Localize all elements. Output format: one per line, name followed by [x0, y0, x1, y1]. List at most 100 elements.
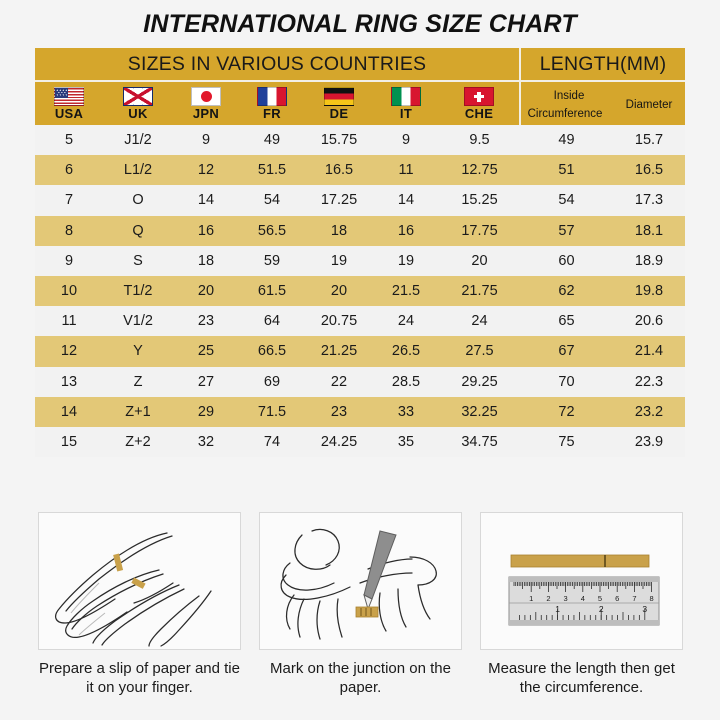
column-label-diameter: Diameter — [625, 98, 673, 111]
flag-usa-icon — [54, 87, 84, 106]
cell-diameter: 22.3 — [613, 366, 686, 397]
column-code-usa: USA — [54, 106, 84, 121]
cell-circumference: 70 — [520, 366, 613, 397]
step-1: Prepare a slip of paper and tie it on yo… — [38, 512, 241, 697]
cell-circumference: 65 — [520, 306, 613, 337]
ruler-cm-label: 4 — [581, 594, 585, 603]
cell-usa: 10 — [35, 275, 103, 307]
ruler-inch-label: 2 — [599, 604, 604, 614]
cell-che: 12.75 — [439, 155, 520, 186]
size-chart-table-container: SIZES IN VARIOUS COUNTRIES LENGTH(MM) US… — [35, 48, 686, 458]
cell-fr: 56.5 — [239, 215, 305, 246]
cell-it: 28.5 — [373, 366, 439, 397]
table-row: 10 T1/2 20 61.5 20 21.5 21.75 62 19.8 — [35, 275, 686, 307]
ruler-cm-label: 5 — [598, 594, 602, 603]
group-header-length: LENGTH(MM) — [518, 48, 686, 81]
ruler-cm-label: 2 — [546, 594, 550, 603]
cell-che: 20 — [439, 245, 520, 276]
hand-drawing-svg — [55, 532, 212, 647]
cell-it: 19 — [373, 245, 439, 276]
cell-uk: S — [103, 245, 173, 276]
paper-strip-shape — [510, 554, 650, 568]
flag-france-icon — [257, 87, 287, 106]
column-code-fr: FR — [263, 106, 281, 121]
cell-de: 19 — [305, 245, 373, 276]
cell-circumference: 60 — [520, 245, 613, 276]
cell-it: 21.5 — [373, 275, 439, 307]
cell-de: 23 — [305, 396, 373, 427]
cell-it: 11 — [373, 155, 439, 186]
ruler-cm-label: 1 — [529, 594, 533, 603]
cell-uk: Z+1 — [103, 396, 173, 427]
cell-de: 15.75 — [305, 125, 373, 156]
cell-uk: J1/2 — [103, 125, 173, 156]
cell-usa: 9 — [35, 245, 103, 276]
column-code-che: CHE — [464, 106, 494, 121]
table-row: 13 Z 27 69 22 28.5 29.25 70 22.3 — [35, 366, 686, 397]
table-row: 14 Z+1 29 71.5 23 33 32.25 72 23.2 — [35, 396, 686, 427]
table-row: 5 J1/2 9 49 15.75 9 9.5 49 15.7 — [35, 125, 686, 156]
step-2-caption: Mark on the junction on the paper. — [270, 660, 451, 697]
cell-diameter: 18.1 — [613, 215, 686, 246]
cell-fr: 66.5 — [239, 336, 305, 367]
column-code-jpn: JPN — [192, 106, 220, 121]
cell-fr: 59 — [239, 245, 305, 276]
cell-usa: 7 — [35, 185, 103, 216]
cell-circumference: 51 — [520, 155, 613, 186]
cell-usa: 12 — [35, 336, 103, 367]
cell-diameter: 20.6 — [613, 306, 686, 337]
column-code-de: DE — [329, 106, 349, 121]
cell-jpn: 20 — [173, 275, 239, 307]
hand-with-paper-strip-illustration — [38, 512, 241, 650]
cell-uk: Z+2 — [103, 426, 173, 458]
cell-che: 34.75 — [439, 426, 520, 458]
cell-diameter: 21.4 — [613, 336, 686, 367]
cell-usa: 11 — [35, 306, 103, 337]
cell-circumference: 49 — [520, 125, 613, 156]
cell-uk: V1/2 — [103, 306, 173, 337]
column-header-uk: UK — [103, 80, 173, 125]
cell-uk: L1/2 — [103, 155, 173, 186]
cell-it: 9 — [373, 125, 439, 156]
cell-diameter: 15.7 — [613, 125, 686, 156]
column-header-fr: FR — [239, 80, 305, 125]
page-title: INTERNATIONAL RING SIZE CHART — [143, 10, 577, 38]
cell-it: 14 — [373, 185, 439, 216]
marking-paper-with-pen-illustration — [259, 512, 462, 650]
cell-jpn: 12 — [173, 155, 239, 186]
marking-drawing-svg — [280, 528, 437, 640]
cell-jpn: 23 — [173, 306, 239, 337]
cell-usa: 13 — [35, 366, 103, 397]
column-header-diameter: Diameter — [613, 80, 686, 125]
cell-che: 21.75 — [439, 275, 520, 307]
cell-de: 17.25 — [305, 185, 373, 216]
step-1-caption: Prepare a slip of paper and tie it on yo… — [39, 660, 240, 697]
ruler-cm-label: 7 — [632, 594, 636, 603]
cell-usa: 15 — [35, 426, 103, 458]
cell-che: 29.25 — [439, 366, 520, 397]
cell-de: 24.25 — [305, 426, 373, 458]
table-row: 8 Q 16 56.5 18 16 17.75 57 18.1 — [35, 215, 686, 246]
cell-usa: 8 — [35, 215, 103, 246]
cell-de: 20 — [305, 275, 373, 307]
cell-de: 21.25 — [305, 336, 373, 367]
flag-japan-icon — [191, 87, 221, 106]
cell-usa: 5 — [35, 125, 103, 156]
flag-germany-icon — [324, 87, 354, 106]
cell-circumference: 57 — [520, 215, 613, 246]
cell-de: 20.75 — [305, 306, 373, 337]
cell-che: 17.75 — [439, 215, 520, 246]
cell-jpn: 14 — [173, 185, 239, 216]
flag-switzerland-icon — [464, 87, 494, 106]
cell-diameter: 16.5 — [613, 155, 686, 186]
column-header-it: IT — [373, 80, 439, 125]
size-chart-table: SIZES IN VARIOUS COUNTRIES LENGTH(MM) US… — [35, 48, 686, 458]
cell-circumference: 62 — [520, 275, 613, 307]
cell-che: 9.5 — [439, 125, 520, 156]
cell-jpn: 18 — [173, 245, 239, 276]
cell-che: 27.5 — [439, 336, 520, 367]
